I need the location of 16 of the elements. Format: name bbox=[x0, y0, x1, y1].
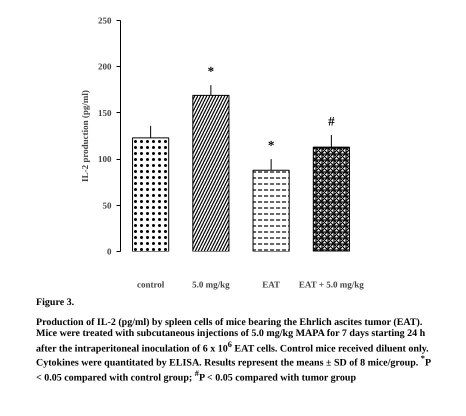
annotation: # bbox=[328, 114, 336, 129]
x-tick-label: EAT bbox=[262, 280, 280, 290]
y-tick-label: 50 bbox=[102, 200, 112, 210]
x-tick-label: control bbox=[136, 280, 165, 290]
text: Production of IL-2 (pg/ml) by spleen cells of mice bearing the Ehrlich ascites tumor (EAT). Mice were treated with subcutaneous injections of 5.0 mg/kg MAPA for 7 days starting 24 h after the intraperitoneal inoculation of 6 x 10$^{6}$ EAT cells. Control mice received diluent only. Cytokines were quantitated by ELISA. Results represent the means ± SD of 8 mice/group. $^{*}$P < 0.05 compared with control group; $^{#}$P < 0.05 compared with tumor group bbox=[36, 316, 430, 384]
y-tick-label: 0 bbox=[107, 246, 112, 256]
y-tick-label: 150 bbox=[98, 108, 112, 118]
y-tick-label: 200 bbox=[98, 62, 112, 72]
annotation: * bbox=[208, 64, 214, 79]
x-tick-label: 5.0 mg/kg bbox=[192, 280, 230, 290]
annotation: * bbox=[268, 138, 274, 153]
x-tick-label: EAT + 5.0 mg/kg bbox=[298, 280, 364, 290]
y-tick-label: 250 bbox=[98, 16, 112, 26]
caption: Figure 3. bbox=[36, 297, 76, 308]
y-tick-label: 100 bbox=[98, 154, 112, 164]
y-axis-title: IL-2 production (pg/ml) bbox=[80, 90, 90, 182]
